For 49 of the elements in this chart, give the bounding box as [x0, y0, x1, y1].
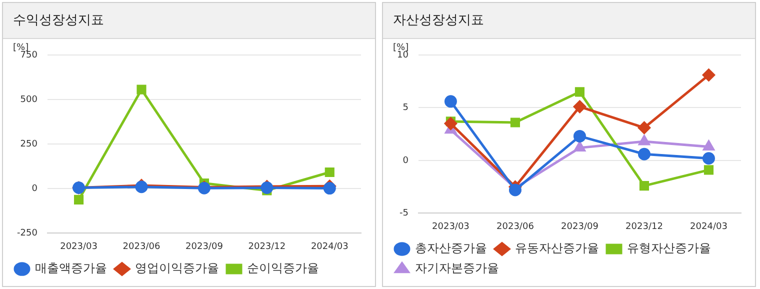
x-tick-label: 2023/09 [561, 222, 599, 232]
x-tick-label: 2023/06 [496, 222, 534, 232]
x-tick-label: 2023/06 [122, 242, 160, 252]
y-tick-label: 10 [397, 50, 409, 60]
legend-label: 유형자산증가율 [627, 241, 711, 256]
x-tick-label: 2023/03 [432, 222, 470, 232]
point [702, 152, 715, 165]
point [638, 122, 650, 134]
y-tick-label: 0 [402, 156, 409, 166]
point [574, 87, 585, 97]
point [444, 117, 457, 130]
y-tick-label: -250 [16, 228, 38, 239]
x-tick-label: 2024/03 [310, 242, 348, 252]
point [703, 140, 714, 151]
point [510, 118, 520, 128]
point [444, 95, 457, 108]
x-tick-label: 2024/03 [690, 222, 728, 232]
point [136, 84, 146, 94]
chart-title: 자산성장성지표 [383, 3, 755, 39]
point [702, 68, 715, 82]
y-axis-title: [%] [393, 42, 409, 53]
x-tick-label: 2023/09 [186, 242, 224, 252]
y-tick-label: -5 [399, 208, 408, 219]
point [638, 135, 650, 146]
y-tick-label: 750 [20, 50, 38, 60]
x-tick-label: 2023/12 [626, 222, 663, 232]
point [74, 194, 84, 204]
y-tick-label: 5 [402, 103, 408, 114]
point [638, 148, 650, 160]
legend-label: 영업이익증가율 [135, 261, 219, 276]
x-tick-label: 2023/12 [248, 242, 286, 252]
point [508, 184, 522, 196]
y-tick-label: 250 [20, 139, 38, 150]
x-tick-label: 2023/03 [60, 242, 98, 252]
point [639, 180, 650, 191]
point [573, 100, 586, 113]
legend-label: 순이익증가율 [247, 261, 319, 276]
chart-title: 수익성장성지표 [3, 3, 375, 39]
y-tick-label: 500 [20, 94, 38, 105]
y-tick-label: 0 [32, 184, 38, 194]
legend-label: 자기자본증가율 [415, 261, 499, 276]
point [704, 165, 714, 175]
legend-label: 유동자산증가율 [515, 241, 599, 256]
point [573, 130, 586, 142]
point [324, 167, 334, 178]
point [574, 142, 586, 152]
legend-label: 매출액증가율 [35, 261, 107, 276]
legend-label: 총자산증가율 [415, 241, 487, 256]
point [323, 182, 336, 195]
